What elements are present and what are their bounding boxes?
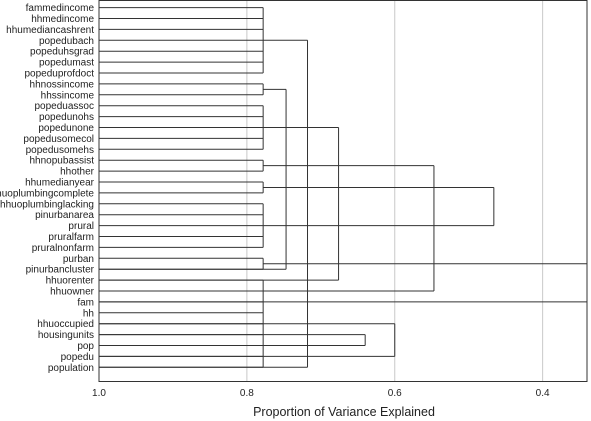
leaf-label: hhuowner <box>50 287 95 298</box>
leaf-label: popedunone <box>38 123 94 134</box>
leaf-label: hhssincome <box>41 90 95 101</box>
leaf-labels: fammedincomehhmedincomehhumediancashrent… <box>0 3 95 374</box>
leaf-label: hhother <box>60 167 95 178</box>
dendrogram-branches <box>99 7 588 368</box>
leaf-label: prural <box>68 221 94 232</box>
leaf-label: popedu <box>61 352 94 363</box>
leaf-label: hhuorenter <box>46 276 95 287</box>
leaf-label: hhuoplumbingcomplete <box>0 188 94 199</box>
leaf-label: pruralnonfarm <box>32 243 94 254</box>
leaf-label: hhnossincome <box>30 79 95 90</box>
leaf-label: popeduhsgrad <box>30 47 94 58</box>
x-tick-label: 0.6 <box>388 388 402 399</box>
leaf-label: fammedincome <box>26 3 95 14</box>
leaf-label: purban <box>63 254 94 265</box>
leaf-label: population <box>48 363 94 374</box>
leaf-label: hhnopubassist <box>30 156 95 167</box>
leaf-label: hhumediancashrent <box>6 25 94 36</box>
leaf-label: hhuoccupied <box>37 319 94 330</box>
x-tick-label: 0.4 <box>536 388 550 399</box>
leaf-label: hhumedianyear <box>25 178 95 189</box>
leaf-label: hh <box>83 308 94 319</box>
grid-lines <box>98 0 588 382</box>
leaf-label: pruralfarm <box>48 232 94 243</box>
x-axis-ticks: 1.0 0.8 0.6 0.4 <box>92 388 550 399</box>
plot-frame <box>98 0 588 382</box>
leaf-label: pinurbanarea <box>35 210 94 221</box>
leaf-label: popedunohs <box>39 112 94 123</box>
leaf-label: fam <box>77 297 94 308</box>
x-tick-label: 0.8 <box>240 388 254 399</box>
leaf-label: popeduprofdoct <box>24 69 94 80</box>
leaf-label: pinurbancluster <box>26 265 95 276</box>
leaf-label: popedubach <box>39 36 94 47</box>
leaf-label: popedusomehs <box>26 145 94 156</box>
x-tick-label: 1.0 <box>92 388 106 399</box>
leaf-label: hhmedincome <box>31 14 94 25</box>
leaf-label: popeduassoc <box>35 101 95 112</box>
leaf-label: pop <box>77 341 94 352</box>
leaf-label: hhuoplumbinglacking <box>0 199 94 210</box>
leaf-label: housingunits <box>38 330 94 341</box>
x-axis-title: Proportion of Variance Explained <box>253 405 435 419</box>
leaf-label: popedumast <box>39 58 94 69</box>
leaf-label: popedusomecol <box>23 134 94 145</box>
